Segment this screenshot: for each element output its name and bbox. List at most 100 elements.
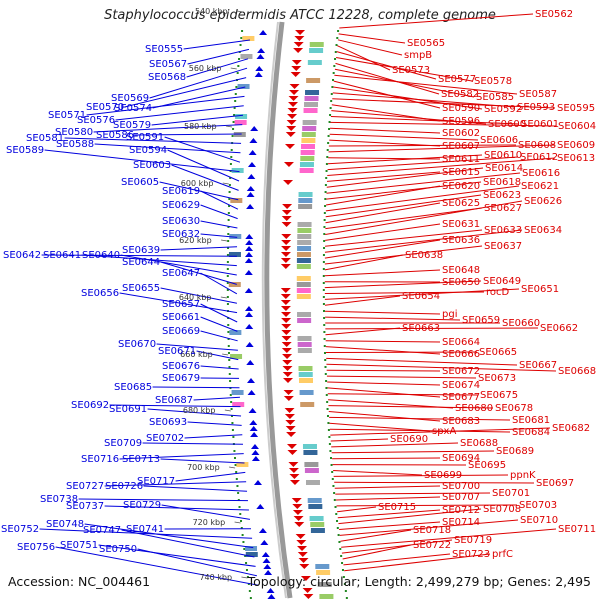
- gene-label-se0593[interactable]: SE0593: [517, 102, 555, 113]
- gene-label-se0675[interactable]: SE0675: [480, 390, 518, 401]
- gene-label-se0623[interactable]: SE0623: [483, 190, 521, 201]
- gene-label-se0687[interactable]: SE0687: [155, 395, 193, 406]
- gene-label-se0707[interactable]: SE0707: [442, 492, 480, 503]
- gene-label-se0667[interactable]: SE0667: [519, 360, 557, 371]
- gene-label-se0702[interactable]: SE0702: [146, 433, 184, 444]
- gene-label-se0718[interactable]: SE0718: [413, 525, 451, 536]
- gene-label-se0701[interactable]: SE0701: [492, 488, 530, 499]
- gene-label-se0748[interactable]: SE0748: [46, 519, 84, 530]
- gene-label-se0602[interactable]: SE0602: [442, 128, 480, 139]
- gene-label-se0573[interactable]: SE0573: [392, 65, 430, 76]
- gene-label-se0632[interactable]: SE0632: [162, 229, 200, 240]
- gene-label-se0708[interactable]: SE0708: [483, 504, 521, 515]
- gene-label-se0620[interactable]: SE0620: [442, 181, 480, 192]
- gene-label-se0712[interactable]: SE0712: [442, 505, 480, 516]
- gene-label-se0581[interactable]: SE0581: [26, 133, 64, 144]
- gene-label-se0625[interactable]: SE0625: [442, 198, 480, 209]
- gene-label-se0567[interactable]: SE0567: [149, 59, 187, 70]
- gene-label-se0562[interactable]: SE0562: [535, 9, 573, 20]
- gene-label-se0640[interactable]: SE0640: [82, 250, 120, 261]
- gene-label-se0729[interactable]: SE0729: [123, 500, 161, 511]
- gene-label-se0612[interactable]: SE0612: [520, 152, 558, 163]
- gene-label-se0690[interactable]: SE0690: [390, 434, 428, 445]
- gene-label-spxa[interactable]: spxA: [432, 426, 456, 437]
- gene-label-smpb[interactable]: smpB: [404, 50, 432, 61]
- gene-label-se0691[interactable]: SE0691: [109, 404, 147, 415]
- gene-label-se0657[interactable]: SE0657: [162, 299, 200, 310]
- gene-label-se0685[interactable]: SE0685: [114, 382, 152, 393]
- gene-label-se0633[interactable]: SE0633: [484, 225, 522, 236]
- gene-label-se0666[interactable]: SE0666: [442, 349, 480, 360]
- gene-label-se0715[interactable]: SE0715: [378, 502, 416, 513]
- gene-label-se0717[interactable]: SE0717: [137, 476, 175, 487]
- gene-label-se0613[interactable]: SE0613: [557, 153, 595, 164]
- gene-label-se0650[interactable]: SE0650: [442, 277, 480, 288]
- gene-label-se0621[interactable]: SE0621: [521, 181, 559, 192]
- gene-label-se0619[interactable]: SE0619: [162, 186, 200, 197]
- gene-label-se0751[interactable]: SE0751: [60, 540, 98, 551]
- gene-label-se0671[interactable]: SE0671: [158, 346, 196, 357]
- gene-label-prfc[interactable]: prfC: [492, 549, 513, 560]
- gene-label-se0703[interactable]: SE0703: [519, 500, 557, 511]
- gene-label-se0580[interactable]: SE0580: [55, 127, 93, 138]
- gene-label-se0677[interactable]: SE0677: [442, 392, 480, 403]
- gene-label-se0601[interactable]: SE0601: [521, 119, 559, 130]
- gene-label-se0582[interactable]: SE0582: [441, 89, 479, 100]
- gene-label-se0568[interactable]: SE0568: [148, 72, 186, 83]
- gene-label-se0594[interactable]: SE0594: [129, 145, 167, 156]
- gene-label-se0606[interactable]: SE0606: [480, 135, 518, 146]
- gene-label-se0750[interactable]: SE0750: [99, 544, 137, 555]
- gene-label-se0694[interactable]: SE0694: [442, 453, 480, 464]
- gene-label-se0607[interactable]: SE0607: [442, 141, 480, 152]
- gene-label-se0611[interactable]: SE0611: [442, 154, 480, 165]
- gene-label-se0576[interactable]: SE0576: [77, 115, 115, 126]
- gene-label-se0595[interactable]: SE0595: [557, 103, 595, 114]
- gene-label-se0615[interactable]: SE0615: [442, 167, 480, 178]
- gene-label-se0637[interactable]: SE0637: [484, 241, 522, 252]
- gene-label-se0577[interactable]: SE0577: [438, 74, 476, 85]
- gene-label-se0660[interactable]: SE0660: [502, 318, 540, 329]
- gene-label-se0592[interactable]: SE0592: [484, 104, 522, 115]
- gene-label-se0710[interactable]: SE0710: [520, 515, 558, 526]
- gene-label-se0656[interactable]: SE0656: [81, 288, 119, 299]
- gene-label-se0647[interactable]: SE0647: [162, 268, 200, 279]
- gene-label-rocd[interactable]: rocD: [486, 287, 510, 298]
- gene-label-se0714[interactable]: SE0714: [442, 517, 480, 528]
- gene-label-se0700[interactable]: SE0700: [442, 481, 480, 492]
- gene-label-se0680[interactable]: SE0680: [455, 403, 493, 414]
- gene-label-se0711[interactable]: SE0711: [558, 524, 596, 535]
- gene-label-se0713[interactable]: SE0713: [122, 454, 160, 465]
- gene-label-se0600[interactable]: SE0600: [488, 119, 526, 130]
- gene-label-se0673[interactable]: SE0673: [478, 373, 516, 384]
- gene-label-se0605[interactable]: SE0605: [121, 177, 159, 188]
- gene-label-se0669[interactable]: SE0669: [162, 326, 200, 337]
- gene-label-se0738[interactable]: SE0738: [40, 494, 78, 505]
- gene-label-se0609[interactable]: SE0609: [557, 140, 595, 151]
- gene-label-se0589[interactable]: SE0589: [6, 145, 44, 156]
- gene-label-se0579[interactable]: SE0579: [113, 120, 151, 131]
- gene-label-se0578[interactable]: SE0578: [474, 76, 512, 87]
- gene-label-se0644[interactable]: SE0644: [122, 257, 160, 268]
- gene-label-se0603[interactable]: SE0603: [133, 160, 171, 171]
- gene-label-se0570[interactable]: SE0570: [86, 102, 124, 113]
- gene-label-se0663[interactable]: SE0663: [402, 323, 440, 334]
- gene-label-se0638[interactable]: SE0638: [405, 250, 443, 261]
- gene-label-se0586[interactable]: SE0586: [96, 130, 134, 141]
- gene-label-se0719[interactable]: SE0719: [454, 535, 492, 546]
- gene-label-se0756[interactable]: SE0756: [17, 542, 55, 553]
- gene-label-se0688[interactable]: SE0688: [460, 438, 498, 449]
- gene-label-se0747[interactable]: SE0747: [83, 525, 121, 536]
- gene-label-se0684[interactable]: SE0684: [512, 427, 550, 438]
- gene-label-se0726[interactable]: SE0726: [105, 481, 143, 492]
- gene-label-se0588[interactable]: SE0588: [56, 139, 94, 150]
- gene-label-se0668[interactable]: SE0668: [558, 366, 596, 377]
- gene-label-se0683[interactable]: SE0683: [442, 416, 480, 427]
- gene-label-se0681[interactable]: SE0681: [512, 415, 550, 426]
- gene-label-se0709[interactable]: SE0709: [104, 438, 142, 449]
- gene-label-se0596[interactable]: SE0596: [442, 116, 480, 127]
- gene-label-se0727[interactable]: SE0727: [66, 481, 104, 492]
- gene-label-se0662[interactable]: SE0662: [540, 323, 578, 334]
- gene-label-se0591[interactable]: SE0591: [126, 132, 164, 143]
- gene-label-se0636[interactable]: SE0636: [442, 235, 480, 246]
- gene-label-se0665[interactable]: SE0665: [479, 347, 517, 358]
